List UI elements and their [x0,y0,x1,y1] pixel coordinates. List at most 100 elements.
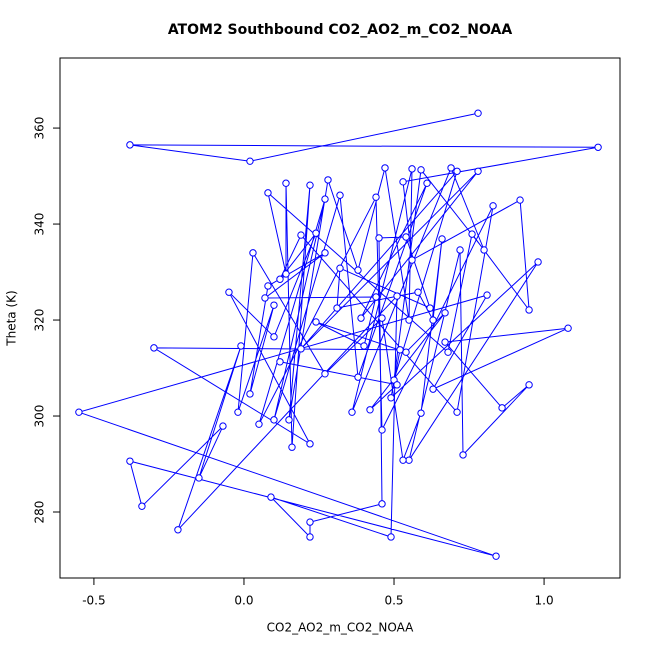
point [474,167,482,175]
point [459,451,467,459]
point [276,275,284,283]
point [456,246,464,254]
point [408,165,416,173]
x-tick-label: -0.5 [82,594,105,608]
point [360,342,368,350]
point [441,338,449,346]
point [174,526,182,534]
point [126,457,134,465]
point [306,518,314,526]
chart-title: ATOM2 Southbound CO2_AO2_m_CO2_NOAA [168,22,513,38]
point [237,342,245,350]
point [321,195,329,203]
point [282,179,290,187]
point [399,456,407,464]
y-tick-label: 340 [33,213,47,236]
point [378,426,386,434]
point [534,258,542,266]
y-axis-label: Theta (K) [5,290,19,346]
point [234,408,242,416]
point [336,191,344,199]
series-line [77,112,599,557]
point [264,282,272,290]
point [381,164,389,172]
point [402,233,410,241]
point [378,314,386,322]
point [426,304,434,312]
point [270,416,278,424]
point [372,293,380,301]
point [267,493,275,501]
point [75,408,83,416]
x-axis-label: CO2_AO2_m_CO2_NOAA [267,621,414,635]
point [354,373,362,381]
point [417,166,425,174]
point [312,229,320,237]
point [387,394,395,402]
point [138,502,146,510]
point [378,500,386,508]
point [417,409,425,417]
point [405,316,413,324]
point [195,474,203,482]
plot-frame [59,57,621,579]
point [249,249,257,257]
point [444,348,452,356]
point [348,408,356,416]
point [285,416,293,424]
point [483,291,491,299]
x-tick-label: 0.0 [234,594,253,608]
point [270,333,278,341]
point [375,234,383,242]
point [126,141,134,149]
point [480,246,488,254]
point [414,288,422,296]
point [453,167,461,175]
point [408,256,416,264]
x-tick-label: 0.5 [384,594,403,608]
point [270,301,278,309]
point [474,109,482,117]
x-tick-label: 1.0 [535,594,554,608]
point [219,422,227,430]
point [594,143,602,151]
point [288,443,296,451]
point [336,264,344,272]
point [399,178,407,186]
point [261,294,269,302]
y-tick-label: 320 [33,309,47,332]
y-tick-label: 300 [33,405,47,428]
point [354,266,362,274]
point [333,304,341,312]
point [453,408,461,416]
point [306,181,314,189]
point [357,314,365,322]
point [321,249,329,257]
point [525,381,533,389]
point [489,202,497,210]
point [246,390,254,398]
point [246,157,254,165]
point [405,456,413,464]
point [372,193,380,201]
point [306,440,314,448]
point [441,309,449,317]
point [393,381,401,389]
point [306,533,314,541]
point [492,552,500,560]
point [423,179,431,187]
point [468,230,476,238]
point [387,533,395,541]
y-tick-label: 280 [33,501,47,524]
point [282,270,290,278]
point [396,346,404,354]
point [324,176,332,184]
point [150,344,158,352]
point [264,189,272,197]
point [297,345,305,353]
point [297,231,305,239]
point [366,406,374,414]
point [429,316,437,324]
